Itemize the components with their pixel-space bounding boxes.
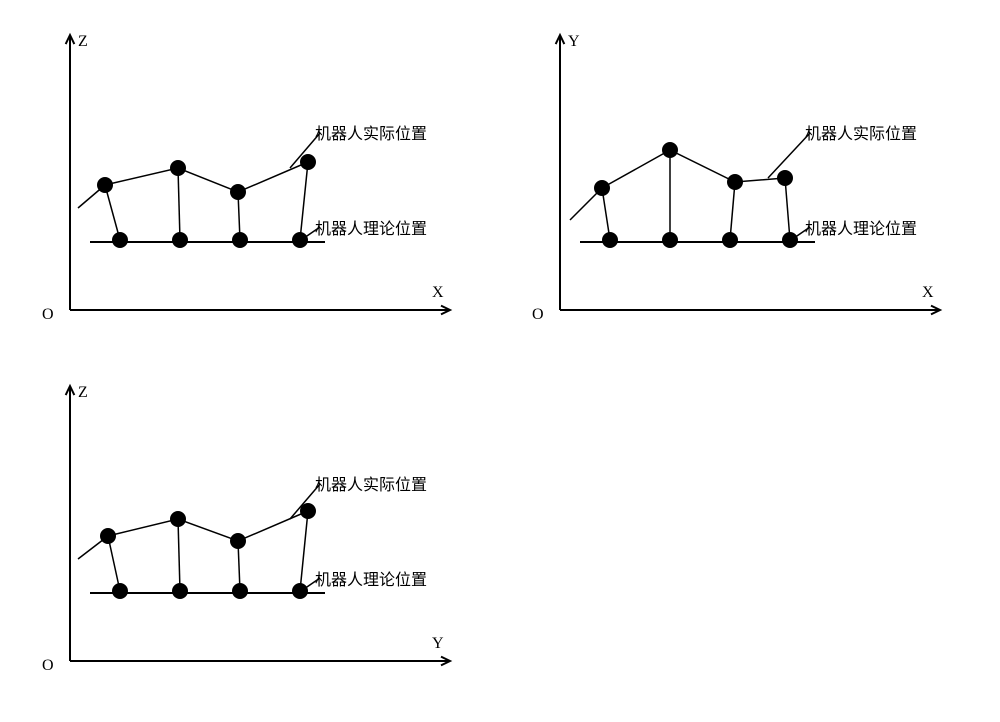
connector-line <box>178 519 180 591</box>
theory-point <box>232 232 248 248</box>
origin-label: O <box>532 306 544 324</box>
theory-point <box>172 583 188 599</box>
theory-point <box>172 232 188 248</box>
panel-xz: Z X O 机器人实际位置机器人理论位置 <box>20 20 490 351</box>
panel-yz: Z Y O 机器人实际位置机器人理论位置 <box>20 371 490 702</box>
chart-yz <box>20 371 480 691</box>
connector-line <box>178 168 180 240</box>
theory-point <box>292 232 308 248</box>
actual-point <box>100 528 116 544</box>
connector-line <box>300 162 308 240</box>
connector-line <box>108 536 120 591</box>
theory-point <box>232 583 248 599</box>
anno-theory: 机器人理论位置 <box>315 215 427 239</box>
y-axis-label: Z <box>78 33 88 51</box>
theory-point <box>722 232 738 248</box>
actual-point <box>170 511 186 527</box>
theory-point <box>662 232 678 248</box>
anno-actual: 机器人实际位置 <box>315 471 427 495</box>
theory-point <box>782 232 798 248</box>
x-axis-label: X <box>432 284 444 302</box>
x-axis-label: X <box>922 284 934 302</box>
anno-theory: 机器人理论位置 <box>315 566 427 590</box>
actual-point <box>300 154 316 170</box>
theory-point <box>112 583 128 599</box>
actual-point <box>97 177 113 193</box>
y-axis-label: Y <box>568 33 580 51</box>
connector-line <box>730 182 735 240</box>
actual-point <box>777 170 793 186</box>
theory-point <box>112 232 128 248</box>
panel-xy: Y X O 机器人实际位置机器人理论位置 <box>510 20 980 351</box>
panel-empty <box>510 371 980 702</box>
anno-theory: 机器人理论位置 <box>805 215 917 239</box>
anno-actual: 机器人实际位置 <box>805 120 917 144</box>
theory-point <box>602 232 618 248</box>
actual-point <box>594 180 610 196</box>
actual-point <box>662 142 678 158</box>
panel-grid: ZXO机器人实际位置机器人理论位置 YXO机器人实际位置机器人理论位置 ZYO机… <box>20 20 980 702</box>
actual-point <box>727 174 743 190</box>
chart-xz <box>20 20 480 340</box>
actual-point <box>170 160 186 176</box>
connector-line <box>785 178 790 240</box>
origin-label: O <box>42 657 54 675</box>
actual-point <box>230 533 246 549</box>
chart-xy <box>510 20 970 340</box>
origin-label: O <box>42 306 54 324</box>
y-axis-label: Z <box>78 384 88 402</box>
connector-line <box>105 185 120 240</box>
anno-actual: 机器人实际位置 <box>315 120 427 144</box>
theory-point <box>292 583 308 599</box>
connector-line <box>300 511 308 591</box>
actual-point <box>230 184 246 200</box>
x-axis-label: Y <box>432 635 444 653</box>
